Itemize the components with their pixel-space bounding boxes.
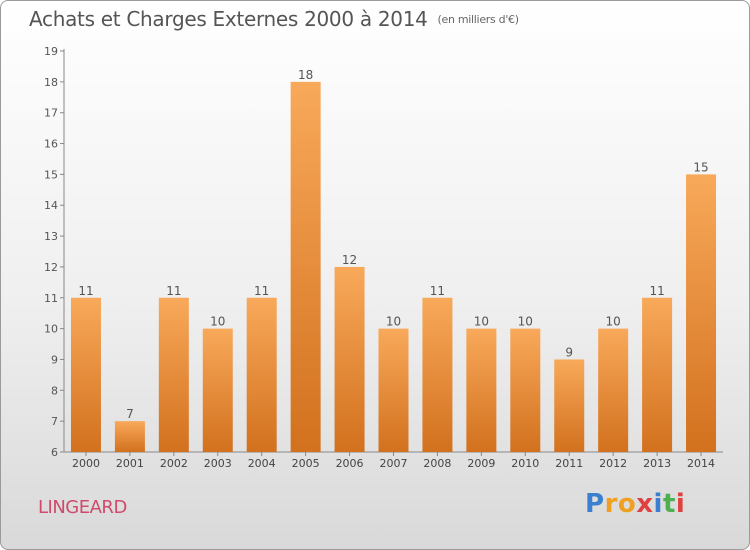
logo-letter: i	[675, 489, 686, 519]
y-tick-label: 12	[44, 261, 58, 274]
x-tick-label: 2005	[292, 457, 320, 470]
x-tick-label: 2001	[116, 457, 144, 470]
logo-letter: i	[653, 489, 663, 519]
x-tick-label: 2002	[160, 457, 188, 470]
bar-2005	[290, 81, 321, 452]
data-label: 11	[254, 284, 269, 298]
city-name: LINGEARD	[38, 497, 127, 518]
data-label: 11	[166, 284, 181, 298]
logo-letter: t	[662, 489, 676, 519]
data-label: 12	[342, 253, 357, 267]
logo-letter: o	[617, 489, 637, 519]
y-tick-label: 9	[51, 353, 58, 366]
x-tick-label: 2000	[72, 457, 100, 470]
x-tick-label: 2004	[248, 457, 276, 470]
x-tick-label: 2010	[511, 457, 539, 470]
unit-label: (en milliers d'€)	[437, 13, 519, 26]
bar-2012	[598, 328, 629, 452]
data-label: 10	[386, 315, 401, 329]
data-label: 11	[649, 284, 664, 298]
data-label: 11	[430, 284, 445, 298]
bar-2011	[554, 359, 585, 452]
logo-letter: P	[585, 489, 605, 519]
x-tick-label: 2013	[643, 457, 671, 470]
y-tick-label: 8	[51, 384, 58, 397]
data-label: 9	[565, 345, 573, 359]
bar-2006	[334, 266, 365, 452]
x-tick-label: 2008	[423, 457, 451, 470]
data-label: 15	[693, 160, 708, 174]
y-tick-label: 11	[44, 292, 58, 305]
bar-2003	[202, 328, 233, 452]
data-label: 10	[606, 315, 621, 329]
bar-2004	[246, 297, 277, 452]
title-text: Achats et Charges Externes 2000 à 2014	[29, 7, 428, 31]
y-tick-label: 6	[51, 446, 58, 459]
data-label: 7	[126, 407, 134, 421]
logo-letter: r	[604, 489, 618, 519]
y-tick-label: 14	[44, 199, 58, 212]
data-label: 18	[298, 68, 313, 82]
bar-2000	[70, 297, 101, 452]
bar-2008	[422, 297, 453, 452]
y-tick-label: 10	[44, 323, 58, 336]
y-tick-label: 7	[51, 415, 58, 428]
y-tick-label: 13	[44, 230, 58, 243]
bar-2001	[114, 421, 145, 452]
chart-title: Achats et Charges Externes 2000 à 2014 (e…	[29, 7, 519, 31]
bar-2009	[466, 328, 497, 452]
y-tick-label: 19	[44, 45, 58, 58]
data-label: 11	[78, 284, 93, 298]
bar-2002	[158, 297, 189, 452]
x-tick-label: 2011	[555, 457, 583, 470]
x-tick-label: 2012	[599, 457, 627, 470]
y-tick-label: 17	[44, 107, 58, 120]
data-label: 10	[210, 315, 225, 329]
bar-2007	[378, 328, 409, 452]
x-tick-label: 2009	[467, 457, 495, 470]
bar-2013	[642, 297, 673, 452]
logo-letter: x	[636, 489, 654, 519]
bar-2014	[686, 174, 717, 452]
bar-2010	[510, 328, 541, 452]
y-tick-label: 15	[44, 168, 58, 181]
y-tick-label: 18	[44, 76, 58, 89]
data-label: 10	[518, 315, 533, 329]
x-tick-label: 2003	[204, 457, 232, 470]
x-tick-label: 2007	[380, 457, 408, 470]
x-tick-label: 2006	[336, 457, 364, 470]
proxiti-logo: Proxiti	[585, 489, 685, 519]
y-tick-label: 16	[44, 138, 58, 151]
data-label: 10	[474, 315, 489, 329]
x-tick-label: 2014	[687, 457, 715, 470]
